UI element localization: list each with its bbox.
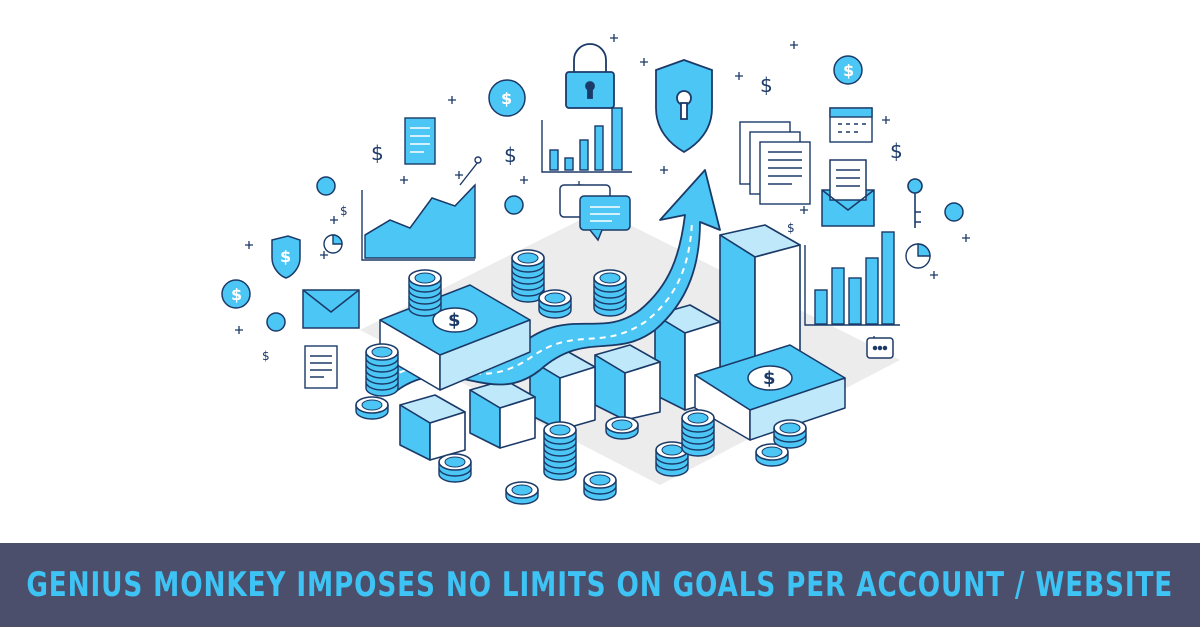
svg-text:$: $ [448,310,461,331]
banner-title: GENIUS MONKEY IMPOSES NO LIMITS ON GOALS… [26,565,1174,605]
chat-bubble-icon [266,184,894,359]
dollar-sign-marks: $ $ $ $ $ $ $ [262,73,903,363]
line-chart-icon [361,156,482,261]
shield-keyhole-icon [655,59,713,154]
svg-text:$: $ [501,89,512,108]
svg-text:$: $ [890,139,903,163]
envelope-icon [302,159,875,329]
svg-text:$: $ [843,61,854,80]
document-icon [304,117,811,389]
svg-text:$: $ [371,141,384,165]
svg-text:$: $ [763,368,776,389]
padlock-icon [565,43,615,109]
key-icon [907,178,923,228]
sparkle-marks [235,34,970,344]
svg-text:$: $ [787,221,795,235]
finance-growth-illustration: $ $ [221,34,970,505]
dollar-cycle-icon: $ $ $ $ [221,55,964,309]
caption-banner: GENIUS MONKEY IMPOSES NO LIMITS ON GOALS… [0,543,1200,627]
svg-text:$: $ [262,349,270,363]
svg-text:$: $ [340,204,348,218]
bar-chart-icon [804,231,900,326]
pie-chart-icon [323,234,931,269]
calendar-icon [829,107,873,143]
svg-text:$: $ [504,143,517,167]
svg-text:$: $ [280,247,291,266]
svg-text:$: $ [760,73,773,97]
svg-text:$: $ [231,285,242,304]
bar-chart-icon [541,107,632,173]
